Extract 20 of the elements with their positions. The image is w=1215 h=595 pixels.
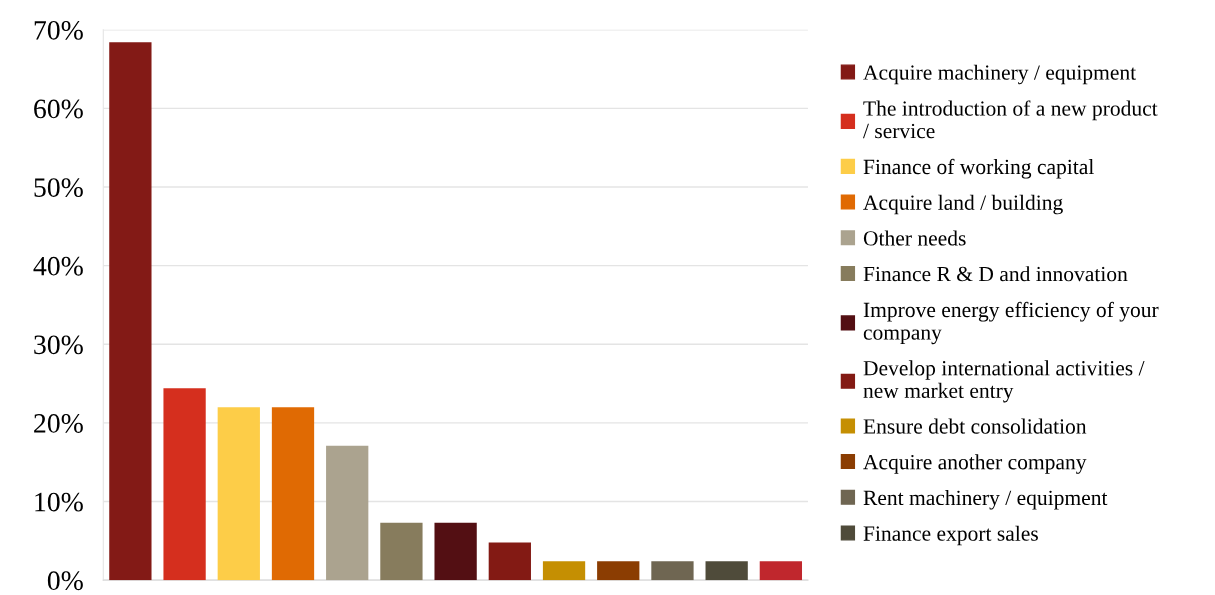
legend-label: Improve energy efficiency of your company	[863, 301, 1159, 345]
y-tick-label: 20%	[34, 414, 83, 433]
y-tick-label: 60%	[34, 99, 83, 119]
legend-label: Acquire land / building	[863, 194, 1063, 215]
legend-label: Rent machinery / equipment	[863, 489, 1108, 510]
y-tick-label: 30%	[34, 335, 83, 355]
y-tick-label: 70%	[34, 20, 83, 40]
y-tick-label: 0%	[47, 571, 83, 591]
y-tick-label: 40%	[33, 256, 83, 276]
legend-label: Finance of working capital	[863, 158, 1094, 179]
legend-label: Ensure debt consolidation	[863, 418, 1087, 434]
legend-label: Finance export sales	[863, 525, 1038, 546]
legend-label: The introduction of a new product / service	[862, 100, 1158, 139]
legend-label: Other needs	[863, 230, 966, 246]
legend-label: Acquire machinery / equipment	[863, 64, 1137, 85]
legend-label: Finance R & D and innovation	[863, 266, 1128, 282]
legend-label: Develop international activities / new market entry	[863, 360, 1145, 403]
legend-label: Acquire another company	[863, 454, 1087, 474]
y-tick-label: 50%	[34, 178, 83, 197]
y-tick-label: 10%	[35, 492, 83, 512]
